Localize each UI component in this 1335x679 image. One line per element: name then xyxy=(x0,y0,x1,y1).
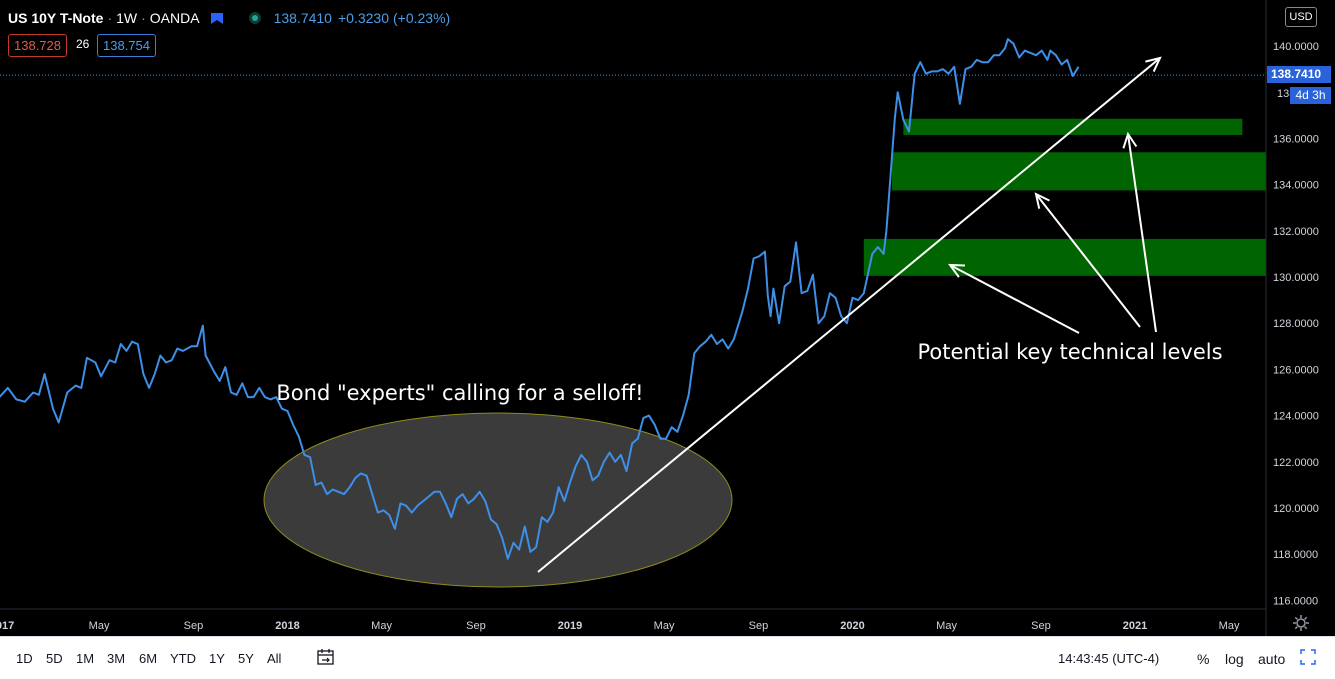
price-series-line xyxy=(0,38,1080,560)
timeframe-all[interactable]: All xyxy=(267,651,282,666)
ellipse-annotation-text: Bond "experts" calling for a selloff! xyxy=(276,381,643,405)
chart-legend: US 10Y T-Note · 1W · OANDA 138.7410 +0.3… xyxy=(8,8,450,28)
x-tick-label: 2019 xyxy=(558,620,582,632)
timeframe-1d[interactable]: 1D xyxy=(16,651,33,666)
spread-value: 26 xyxy=(76,37,90,51)
price-change: +0.3230 xyxy=(337,10,389,26)
timeframe-5y[interactable]: 5Y xyxy=(238,651,254,666)
date-range-icon[interactable] xyxy=(316,648,336,666)
currency-button[interactable]: USD xyxy=(1285,7,1317,27)
timeframe-5d[interactable]: 5D xyxy=(46,651,63,666)
auto-scale-toggle[interactable]: auto xyxy=(1258,651,1286,667)
support-zone-3[interactable] xyxy=(863,238,1266,276)
sell-button[interactable]: 138.728 xyxy=(8,34,67,57)
y-tick-label: 136.0000 xyxy=(1273,133,1319,145)
y-tick-label: 128.0000 xyxy=(1273,318,1319,330)
fullscreen-icon[interactable] xyxy=(1300,649,1316,665)
last-price: 138.7410 xyxy=(273,10,332,26)
x-tick-label: Sep xyxy=(184,620,204,632)
x-tick-label: Sep xyxy=(466,620,486,632)
clock-timezone[interactable]: 14:43:45 (UTC-4) xyxy=(1058,651,1160,666)
x-tick-label: 2018 xyxy=(275,620,299,632)
y-tick-label: 132.0000 xyxy=(1273,226,1319,238)
x-tick-label: Sep xyxy=(1031,620,1051,632)
timeframe-1m[interactable]: 1M xyxy=(76,651,95,666)
buy-button[interactable]: 138.754 xyxy=(97,34,156,57)
y-tick-label: 118.0000 xyxy=(1273,549,1318,561)
timeframe-ytd[interactable]: YTD xyxy=(170,651,196,666)
y-tick-label: 130.0000 xyxy=(1273,272,1319,284)
market-status-icon xyxy=(248,11,262,25)
flag-icon[interactable] xyxy=(210,12,224,25)
price-chart[interactable]: 116.0000 118.0000 120.0000 122.0000 124.0000… xyxy=(0,0,1335,636)
symbol-name[interactable]: US 10Y T-Note xyxy=(8,10,104,26)
y-tick-label: 134.0000 xyxy=(1273,180,1319,192)
chart-settings-icon[interactable] xyxy=(1292,614,1310,632)
y-tick-label: 126.0000 xyxy=(1273,364,1319,376)
interval-label[interactable]: 1W xyxy=(116,10,138,26)
x-tick-label: May xyxy=(371,620,392,632)
timeframe-6m[interactable]: 6M xyxy=(139,651,158,666)
y-tick-label: 124.0000 xyxy=(1273,411,1319,423)
percent-scale-toggle[interactable]: % xyxy=(1197,651,1210,667)
x-tick-label: May xyxy=(654,620,675,632)
level-arrow-1[interactable] xyxy=(947,263,1080,334)
legend-separator: · xyxy=(141,10,146,26)
source-label: OANDA xyxy=(149,10,200,26)
bar-countdown-tag: 4d 3h xyxy=(1290,87,1331,104)
y-tick-label: 122.0000 xyxy=(1273,457,1319,469)
levels-annotation-text: Potential key technical levels xyxy=(917,340,1222,364)
log-scale-toggle[interactable]: log xyxy=(1225,651,1244,667)
chart-area[interactable]: 116.0000 118.0000 120.0000 122.0000 124.0000… xyxy=(0,0,1335,636)
x-tick-label: 2020 xyxy=(840,620,864,632)
y-tick-label: 116.0000 xyxy=(1273,595,1318,607)
x-tick-label: May xyxy=(936,620,957,632)
price-change-percent: (+0.23%) xyxy=(392,10,451,26)
x-tick-label: Sep xyxy=(749,620,769,632)
highlight-ellipse[interactable] xyxy=(263,412,733,588)
support-zone-2[interactable] xyxy=(892,152,1266,191)
y-tick-label: 120.0000 xyxy=(1273,503,1319,515)
level-arrow-2[interactable] xyxy=(1034,192,1141,328)
support-zone-1[interactable] xyxy=(903,118,1243,135)
last-price-tag: 138.7410 xyxy=(1267,66,1331,83)
y-tick-label: 140.0000 xyxy=(1273,41,1319,53)
timeframe-1y[interactable]: 1Y xyxy=(209,651,225,666)
x-tick-label: 2021 xyxy=(1123,620,1147,632)
level-arrow-3[interactable] xyxy=(1122,131,1157,333)
timeframe-3m[interactable]: 3M xyxy=(107,651,126,666)
trend-arrow[interactable] xyxy=(537,56,1162,573)
x-tick-label: 017 xyxy=(0,620,14,632)
legend-separator: · xyxy=(107,10,113,26)
x-tick-label: May xyxy=(89,620,110,632)
bottom-toolbar: 1D 5D 1M 3M 6M YTD 1Y 5Y All 14:43:45 (U… xyxy=(0,636,1335,679)
x-tick-label: May xyxy=(1219,620,1240,632)
